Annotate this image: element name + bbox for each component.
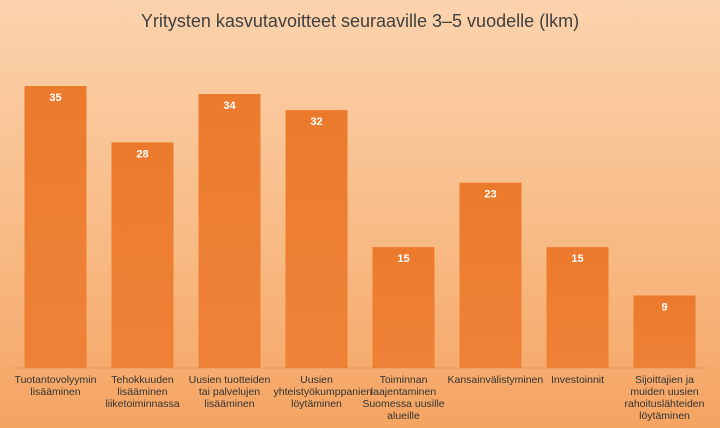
x-tick-label: Kansainvälistyminen xyxy=(447,374,544,386)
x-tick-label: Sijoittajien ja muiden uusien rahoituslä… xyxy=(624,374,705,422)
bar xyxy=(546,247,609,368)
bar xyxy=(198,94,261,369)
value-label: 32 xyxy=(310,116,322,128)
bar xyxy=(372,247,435,368)
x-tick-label: Investoinnit xyxy=(550,374,605,386)
x-tick-label: Uusien yhteistyökumppanien löytäminen xyxy=(273,374,373,410)
bar xyxy=(111,142,174,368)
value-label: 15 xyxy=(397,253,409,265)
x-tick-label: Uusien tuotteiden tai palvelujen lisäämi… xyxy=(188,374,271,410)
x-tick-label: Tehokkuuden lisääminen liiketoiminnassa xyxy=(105,374,180,410)
bar xyxy=(24,86,87,368)
value-label: 35 xyxy=(49,92,61,104)
value-label: 34 xyxy=(223,100,236,112)
chart-title: Yritysten kasvutavoitteet seuraaville 3–… xyxy=(141,11,579,31)
value-label: 28 xyxy=(136,148,148,160)
bar xyxy=(459,182,522,368)
bar xyxy=(633,295,696,368)
x-tick-label: Toiminnan laajentaminen Suomessa uusille… xyxy=(362,374,445,422)
value-label: 9 xyxy=(661,301,667,313)
x-tick-label: Tuotantovolyymin lisääminen xyxy=(14,374,97,398)
value-label: 23 xyxy=(484,189,496,201)
bar xyxy=(285,110,348,369)
value-label: 15 xyxy=(571,253,583,265)
